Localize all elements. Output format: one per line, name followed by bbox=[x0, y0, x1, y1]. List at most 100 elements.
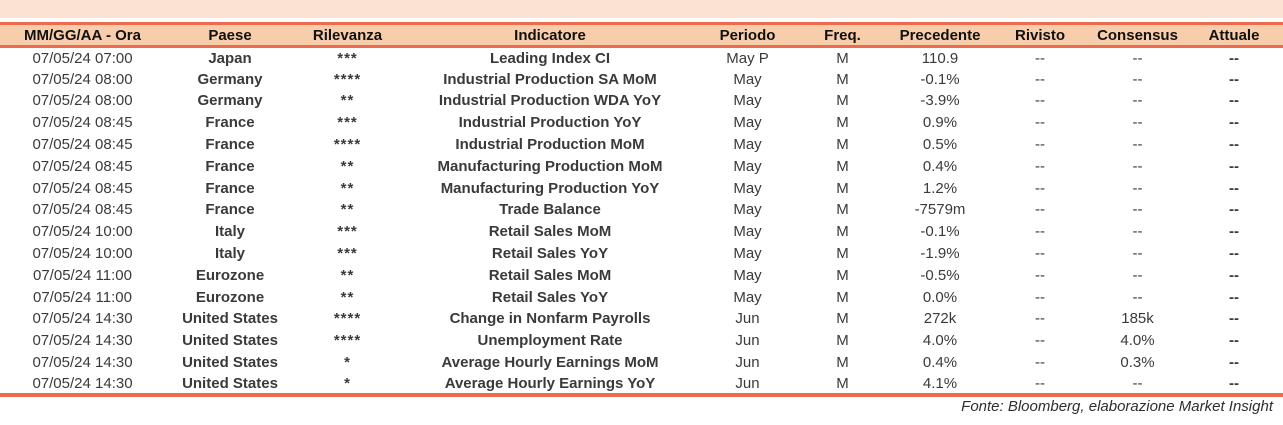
column-header-country: Paese bbox=[208, 26, 252, 44]
cell-consensus: -- bbox=[1132, 136, 1143, 154]
cell-date: 07/05/24 07:00 bbox=[32, 49, 133, 67]
economic-calendar-table: MM/GG/AA - Ora Paese Rilevanza Indicatore Pe… bbox=[0, 22, 1283, 398]
cell-previous: -0.1% bbox=[920, 70, 960, 88]
cell-period: May bbox=[733, 157, 762, 175]
table-row: 07/05/24 14:30 United States * Average Hour… bbox=[0, 352, 1283, 374]
cell-stars: **** bbox=[333, 70, 362, 88]
cell-consensus: -- bbox=[1132, 70, 1143, 88]
cell-country: France bbox=[205, 201, 255, 219]
cell-country: France bbox=[205, 179, 255, 197]
cell-indicator: Retail Sales YoY bbox=[491, 288, 609, 306]
cell-stars: ** bbox=[340, 201, 355, 219]
cell-revised: -- bbox=[1035, 49, 1045, 67]
cell-country: Italy bbox=[214, 223, 245, 241]
cell-revised: -- bbox=[1035, 157, 1045, 175]
cell-freq: M bbox=[836, 70, 849, 88]
cell-freq: M bbox=[836, 92, 849, 110]
cell-indicator: Average Hourly Earnings MoM bbox=[441, 354, 659, 372]
cell-indicator: Trade Balance bbox=[499, 201, 601, 219]
cell-previous: 0.5% bbox=[922, 136, 958, 154]
cell-country: Eurozone bbox=[195, 266, 265, 284]
cell-indicator: Industrial Production YoY bbox=[458, 114, 642, 132]
cell-freq: M bbox=[836, 374, 849, 392]
cell-revised: -- bbox=[1035, 223, 1045, 241]
cell-period: May bbox=[733, 266, 762, 284]
cell-freq: M bbox=[836, 354, 849, 372]
cell-consensus: -- bbox=[1132, 92, 1143, 110]
table-row: 07/05/24 08:45 France ** Manufacturing Prod… bbox=[0, 155, 1283, 177]
cell-revised: -- bbox=[1035, 92, 1045, 110]
cell-indicator: Industrial Production WDA YoY bbox=[438, 92, 662, 110]
column-header-revised: Rivisto bbox=[1014, 26, 1065, 44]
cell-freq: M bbox=[836, 245, 849, 263]
cell-actual: -- bbox=[1229, 310, 1239, 328]
table-row: 07/05/24 14:30 United States **** Unemploym… bbox=[0, 330, 1283, 352]
cell-consensus: -- bbox=[1132, 157, 1143, 175]
cell-previous: 0.4% bbox=[922, 157, 958, 175]
cell-actual: -- bbox=[1229, 245, 1239, 263]
cell-previous: 4.1% bbox=[922, 374, 958, 392]
cell-indicator: Unemployment Rate bbox=[477, 332, 623, 350]
cell-consensus: -- bbox=[1132, 179, 1143, 197]
cell-indicator: Retail Sales MoM bbox=[488, 266, 612, 284]
cell-date: 07/05/24 11:00 bbox=[33, 266, 132, 284]
cell-previous: 110.9 bbox=[921, 49, 959, 67]
cell-date: 07/05/24 14:30 bbox=[32, 374, 133, 392]
table-row: 07/05/24 11:00 Eurozone ** Retail Sales YoY… bbox=[0, 286, 1283, 308]
cell-consensus: -- bbox=[1132, 288, 1143, 306]
cell-actual: -- bbox=[1229, 288, 1239, 306]
cell-country: France bbox=[205, 114, 255, 132]
table-row: 07/05/24 08:45 France ** Trade Balance May M -… bbox=[0, 199, 1283, 221]
cell-actual: -- bbox=[1229, 114, 1239, 132]
cell-previous: -0.5% bbox=[920, 266, 960, 284]
cell-actual: -- bbox=[1229, 157, 1239, 175]
cell-date: 07/05/24 10:00 bbox=[32, 223, 133, 241]
cell-stars: **** bbox=[333, 136, 362, 154]
cell-stars: * bbox=[344, 374, 351, 392]
cell-date: 07/05/24 08:45 bbox=[32, 179, 133, 197]
table-row: 07/05/24 10:00 Italy *** Retail Sales MoM Ma… bbox=[0, 221, 1283, 243]
cell-period: May bbox=[733, 70, 762, 88]
table-row: 07/05/24 08:45 France **** Industrial Produ… bbox=[0, 134, 1283, 156]
cell-date: 07/05/24 08:00 bbox=[32, 70, 133, 88]
cell-previous: 1.2% bbox=[922, 179, 958, 197]
column-header-freq: Freq. bbox=[824, 26, 861, 44]
cell-actual: -- bbox=[1229, 332, 1239, 350]
cell-date: 07/05/24 08:45 bbox=[32, 136, 133, 154]
header-row: MM/GG/AA - Ora Paese Rilevanza Indicatore Pe… bbox=[0, 23, 1283, 47]
cell-date: 07/05/24 11:00 bbox=[33, 288, 132, 306]
cell-indicator: Leading Index CI bbox=[489, 49, 610, 67]
cell-consensus: -- bbox=[1132, 266, 1143, 284]
cell-period: Jun bbox=[735, 332, 760, 350]
cell-indicator: Average Hourly Earnings YoY bbox=[444, 374, 656, 392]
cell-stars: *** bbox=[337, 223, 358, 241]
cell-previous: -0.1% bbox=[920, 223, 960, 241]
cell-stars: **** bbox=[333, 310, 362, 328]
cell-consensus: -- bbox=[1132, 201, 1143, 219]
cell-freq: M bbox=[836, 114, 849, 132]
cell-stars: * bbox=[344, 354, 351, 372]
cell-previous: -1.9% bbox=[920, 245, 960, 263]
cell-date: 07/05/24 14:30 bbox=[32, 332, 133, 350]
cell-freq: M bbox=[836, 136, 849, 154]
cell-date: 07/05/24 08:00 bbox=[32, 92, 133, 110]
cell-revised: -- bbox=[1035, 332, 1045, 350]
cell-stars: ** bbox=[340, 92, 355, 110]
cell-revised: -- bbox=[1035, 245, 1045, 263]
top-band bbox=[0, 0, 1283, 18]
source-note: Fonte: Bloomberg, elaborazione Market In… bbox=[961, 398, 1273, 416]
column-header-date: MM/GG/AA - Ora bbox=[24, 26, 141, 44]
cell-country: United States bbox=[182, 374, 278, 392]
cell-date: 07/05/24 10:00 bbox=[32, 245, 133, 263]
cell-previous: 0.0% bbox=[922, 288, 958, 306]
cell-consensus: 4.0% bbox=[1120, 332, 1155, 350]
cell-country: France bbox=[205, 157, 255, 175]
cell-period: Jun bbox=[735, 310, 760, 328]
table-row: 07/05/24 10:00 Italy *** Retail Sales YoY Ma… bbox=[0, 243, 1283, 265]
cell-period: May bbox=[733, 223, 762, 241]
cell-consensus: -- bbox=[1132, 374, 1143, 392]
cell-actual: -- bbox=[1229, 201, 1239, 219]
cell-period: May bbox=[733, 288, 762, 306]
column-header-consensus: Consensus bbox=[1097, 26, 1178, 44]
cell-revised: -- bbox=[1035, 201, 1045, 219]
